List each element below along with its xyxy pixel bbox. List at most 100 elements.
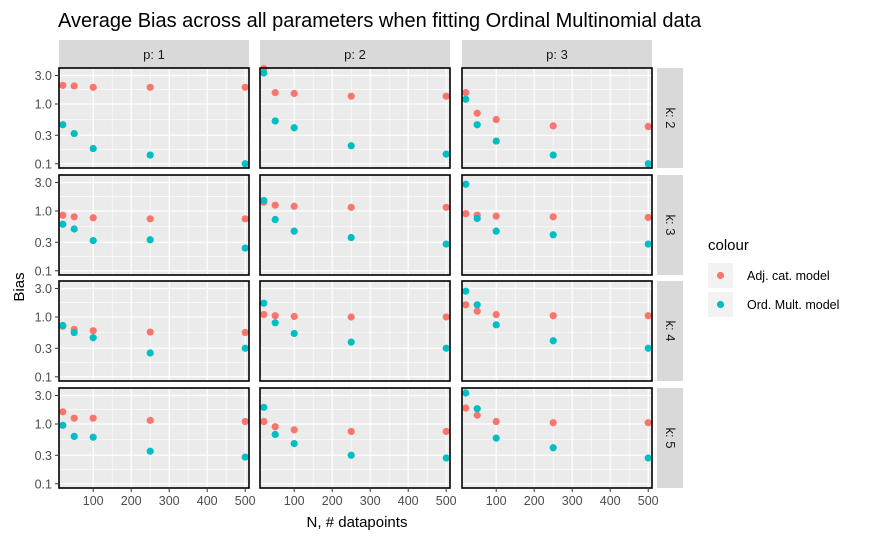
point-ord-mult — [347, 338, 355, 346]
x-tick-label: 200 — [121, 494, 142, 508]
row-strip-label-3: k: 4 — [663, 321, 678, 342]
point-adj-cat — [146, 328, 154, 336]
panel-border — [259, 280, 451, 382]
point-adj-cat — [271, 312, 279, 320]
point-ord-mult — [347, 451, 355, 459]
point-adj-cat — [271, 201, 279, 209]
point-ord-mult — [271, 215, 279, 224]
point-adj-cat — [59, 81, 67, 89]
point-adj-cat — [549, 213, 557, 221]
col-strip-label-3: p: 3 — [546, 47, 568, 62]
col-strip-1 — [59, 40, 249, 68]
y-axis-title: Bias — [11, 272, 28, 301]
legend-key-adj-marker — [716, 271, 725, 280]
point-ord-mult — [644, 240, 652, 248]
point-adj-cat — [462, 404, 470, 412]
panel-background — [260, 175, 450, 275]
point-adj-cat — [59, 211, 67, 219]
point-ord-mult — [473, 214, 481, 223]
point-adj-cat — [492, 310, 500, 319]
panel-border — [58, 67, 250, 169]
y-tick-label: 1.0 — [35, 204, 52, 218]
point-ord-mult — [492, 321, 500, 329]
point-adj-cat — [644, 419, 652, 427]
legend-label-ord: Ord. Mult. model — [747, 298, 839, 312]
point-ord-mult — [473, 301, 481, 309]
point-adj-cat — [442, 203, 450, 211]
panel-k3-p3 — [461, 174, 653, 276]
point-ord-mult — [462, 95, 470, 103]
y-tick-label: 0.3 — [35, 342, 52, 356]
panel-background — [462, 68, 652, 168]
x-tick-label: 100 — [284, 494, 305, 508]
point-adj-cat — [473, 109, 481, 117]
point-adj-cat — [347, 427, 355, 436]
point-adj-cat — [241, 417, 249, 426]
panel-border — [259, 174, 451, 276]
point-ord-mult — [347, 142, 355, 150]
point-adj-cat — [241, 328, 249, 337]
point-adj-cat — [70, 82, 78, 90]
point-adj-cat — [89, 83, 97, 91]
chart-title: Average Bias across all parameters when … — [58, 10, 702, 32]
point-ord-mult — [70, 129, 78, 138]
point-ord-mult — [59, 220, 67, 228]
point-ord-mult — [89, 433, 97, 441]
point-ord-mult — [146, 151, 154, 159]
point-adj-cat — [462, 301, 470, 309]
point-adj-cat — [59, 408, 67, 416]
point-ord-mult — [271, 430, 279, 438]
point-ord-mult — [462, 180, 470, 188]
row-strip-1 — [657, 68, 683, 168]
point-ord-mult — [70, 432, 78, 441]
point-ord-mult — [549, 151, 557, 159]
y-tick-label: 0.3 — [35, 129, 52, 143]
row-strip-4 — [657, 388, 683, 488]
point-ord-mult — [290, 439, 298, 448]
point-adj-cat — [644, 312, 652, 320]
x-tick-label: 400 — [600, 494, 621, 508]
point-adj-cat — [462, 210, 470, 218]
point-ord-mult — [89, 144, 97, 153]
panel-background — [260, 281, 450, 381]
axes: 0.1 0.3 1.0 3.0 0.1 0.3 1.0 3.0 0.1 0.3 1.0 3.0 0.1 0… — [35, 69, 659, 508]
row-strip-label-2: k: 3 — [663, 215, 678, 236]
point-ord-mult — [260, 403, 268, 411]
y-tick-label: 0.3 — [35, 236, 52, 250]
point-ord-mult — [290, 227, 298, 235]
point-adj-cat — [473, 307, 481, 315]
y-tick-label: 1.0 — [35, 97, 52, 111]
point-ord-mult — [473, 405, 481, 413]
col-strip-label-1: p: 1 — [143, 47, 165, 62]
point-ord-mult — [89, 236, 97, 245]
point-ord-mult — [492, 227, 500, 235]
x-tick-label: 500 — [638, 494, 659, 508]
point-adj-cat — [271, 423, 279, 431]
point-ord-mult — [290, 329, 298, 338]
point-adj-cat — [89, 214, 97, 222]
x-tick-label: 200 — [524, 494, 545, 508]
point-ord-mult — [146, 349, 154, 357]
point-ord-mult — [89, 334, 97, 342]
panel-k3-p2 — [259, 174, 451, 276]
panel-k4-p1 — [58, 280, 250, 382]
point-ord-mult — [241, 344, 249, 352]
panel-border — [58, 387, 250, 489]
point-ord-mult — [644, 344, 652, 352]
point-adj-cat — [290, 312, 298, 321]
legend: colour Adj. cat. model Ord. Mult. model — [708, 237, 839, 317]
point-ord-mult — [59, 421, 67, 429]
point-adj-cat — [492, 212, 500, 220]
row-strip-label-1: k: 2 — [663, 108, 678, 129]
point-adj-cat — [549, 419, 557, 427]
point-ord-mult — [442, 454, 450, 462]
panel-k5-p2 — [259, 387, 451, 489]
point-ord-mult — [271, 319, 279, 327]
panel-background — [59, 175, 249, 275]
point-ord-mult — [241, 453, 249, 461]
legend-key-ord-marker — [716, 300, 725, 309]
point-adj-cat — [347, 92, 355, 100]
point-ord-mult — [260, 69, 268, 77]
point-adj-cat — [442, 427, 450, 436]
